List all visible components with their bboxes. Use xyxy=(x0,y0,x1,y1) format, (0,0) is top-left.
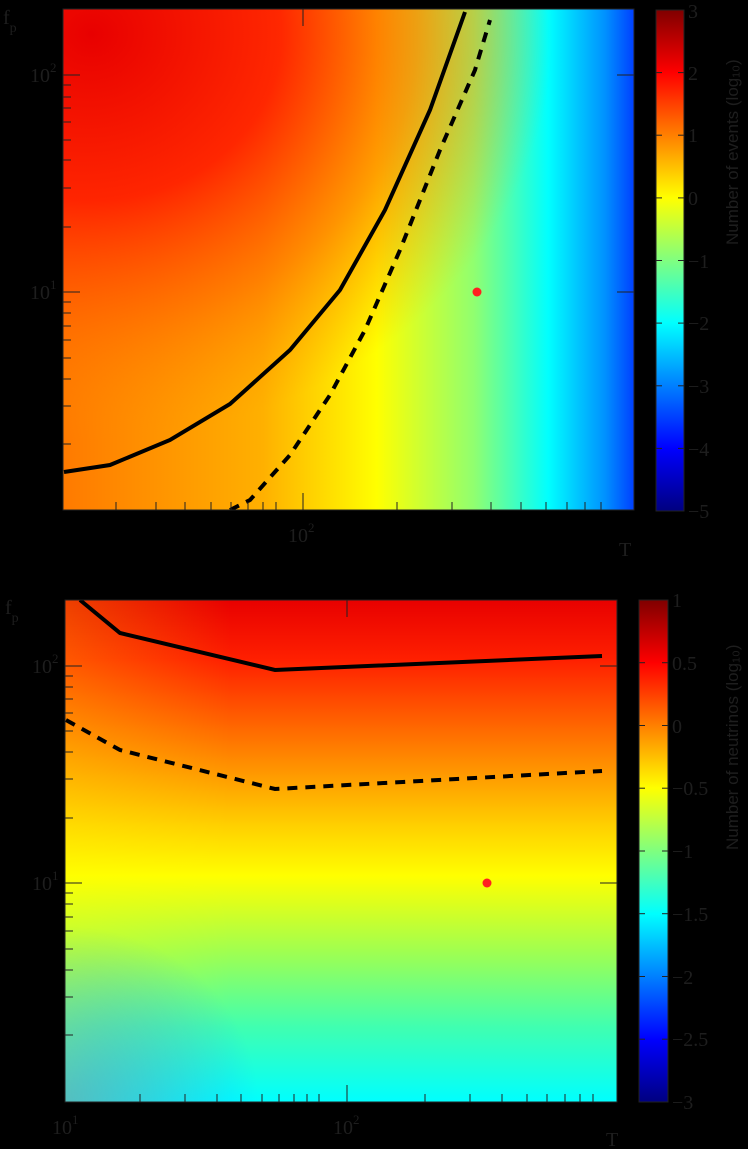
top-cb-tick: −3 xyxy=(688,376,709,398)
bottom-ytick-10: 101 xyxy=(32,868,59,895)
bottom-contour-dashed xyxy=(65,718,603,792)
top-heatmap xyxy=(63,9,634,510)
top-colorbar: 3 2 1 0 −1 −2 −3 −4 −5 Number of events … xyxy=(655,1,742,523)
top-cb-tick: −4 xyxy=(688,439,709,461)
top-contour-dashed xyxy=(229,19,492,512)
bottom-ylabel: fp xyxy=(5,597,19,626)
top-cb-tick: −1 xyxy=(688,251,709,273)
top-y-ticks xyxy=(63,74,634,445)
bottom-panel: fp 102 101 101 102 T 1 0.5 0 −0.5 −1 −1.… xyxy=(5,590,742,1149)
top-x-ticks xyxy=(115,9,602,510)
bottom-x-ticks xyxy=(139,600,594,1102)
top-xlabel: T xyxy=(619,539,631,561)
top-cb-tick: 2 xyxy=(688,63,698,85)
bottom-cb-tick: −3 xyxy=(672,1092,693,1114)
bottom-xlabel: T xyxy=(606,1129,618,1149)
top-cb-tick: 0 xyxy=(688,188,698,210)
bottom-cb-tick: −1 xyxy=(672,841,693,863)
top-contour-solid xyxy=(63,11,467,474)
top-cb-tick: 1 xyxy=(688,125,698,147)
bottom-cb-tick: 1 xyxy=(672,590,682,612)
top-cb-tick: 3 xyxy=(688,1,698,23)
top-xtick-100: 102 xyxy=(288,520,315,547)
top-ytick-10: 101 xyxy=(30,277,57,304)
bottom-colorbar: 1 0.5 0 −0.5 −1 −1.5 −2 −2.5 −3 Number o… xyxy=(638,590,742,1114)
top-colorbar-label: Number of events (log₁₀) xyxy=(723,59,742,245)
bottom-cb-tick: 0 xyxy=(672,716,682,738)
top-panel: fp 102 101 102 T 3 2 1 0 −1 −2 −3 −4 xyxy=(3,1,742,561)
bottom-xtick-100: 102 xyxy=(333,1112,360,1139)
top-cb-tick: −5 xyxy=(688,501,709,523)
bottom-colorbar-label: Number of neutrinos (log₁₀) xyxy=(723,644,742,850)
bottom-heatmap xyxy=(65,600,617,1102)
bottom-ytick-100: 102 xyxy=(32,651,59,678)
top-ytick-100: 102 xyxy=(30,60,57,87)
bottom-cb-tick: 0.5 xyxy=(672,653,697,675)
bottom-cb-tick: −1.5 xyxy=(672,904,708,926)
bottom-contour-solid xyxy=(78,598,603,673)
bottom-cb-tick: −0.5 xyxy=(672,778,708,800)
bottom-xtick-10: 101 xyxy=(52,1112,79,1139)
top-ylabel: fp xyxy=(3,7,17,36)
bottom-y-ticks xyxy=(65,665,617,1036)
top-marker xyxy=(472,287,482,297)
bottom-marker xyxy=(482,878,492,888)
top-cb-tick: −2 xyxy=(688,313,709,335)
bottom-cb-tick: −2 xyxy=(672,967,693,989)
bottom-cb-tick: −2.5 xyxy=(672,1029,708,1051)
